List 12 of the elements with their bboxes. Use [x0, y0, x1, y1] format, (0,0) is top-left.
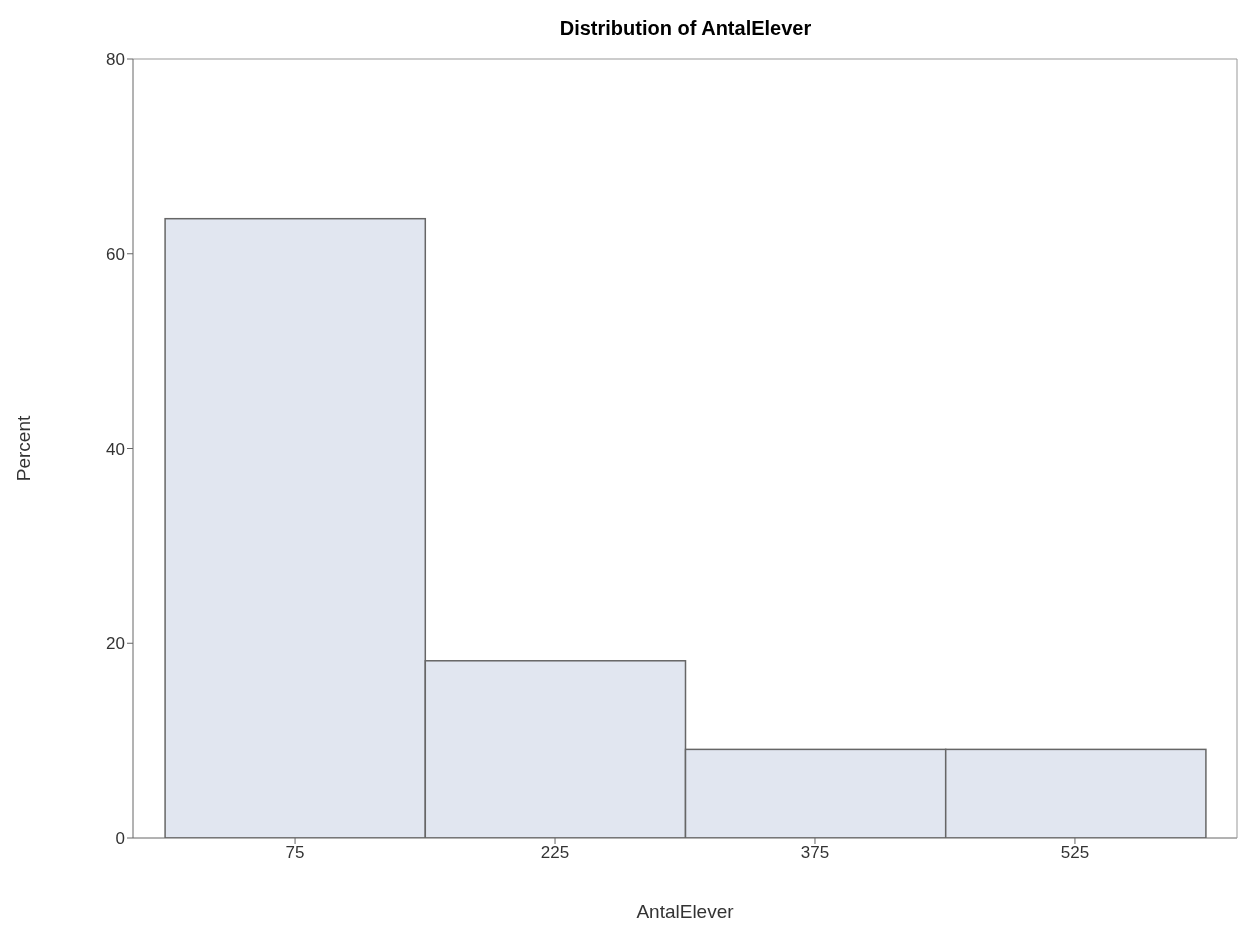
y-tick-label: 40	[106, 439, 125, 459]
x-tick-label: 75	[285, 843, 305, 863]
y-tick-label: 0	[115, 829, 125, 849]
x-tick-label: 525	[1060, 843, 1090, 863]
x-axis-title: AntalElever	[636, 901, 735, 922]
y-tick-label: 60	[106, 244, 125, 264]
chart-title: Distribution of AntalElever	[558, 16, 813, 41]
y-tick-label: 20	[106, 634, 125, 654]
x-tick-label: 375	[800, 843, 830, 863]
x-tick-label: 225	[540, 843, 570, 863]
y-axis-title: Percent	[12, 415, 34, 482]
y-tick-label: 80	[106, 50, 125, 70]
